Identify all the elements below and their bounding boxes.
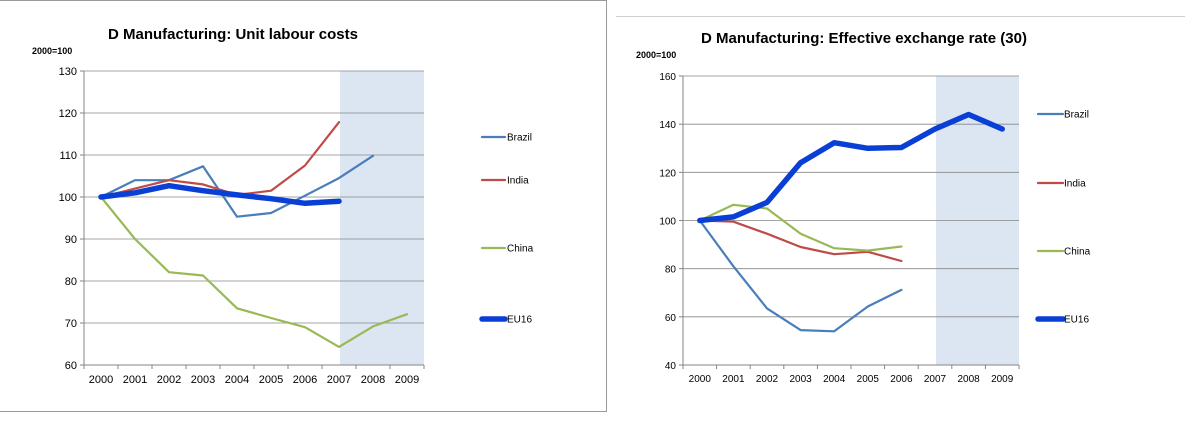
y-tick-label-60: 60 <box>65 360 77 372</box>
x-tick-label-2001: 2001 <box>123 374 147 386</box>
series-line-eu16 <box>697 111 1005 224</box>
y-tick-label-110: 110 <box>59 150 77 162</box>
legend-label-eu16: EU16 <box>507 315 532 326</box>
series-line-india <box>698 219 903 263</box>
chart-panel-effective-exchange-rate: 40 60 80 100 120 140 160 2000 2001 2002 2003 2004 20… <box>616 16 1185 425</box>
x-tick-label-2009: 2009 <box>991 374 1014 385</box>
x-tick-label-2006: 2006 <box>293 374 317 386</box>
series-line-brazil <box>99 154 375 218</box>
y-tick-label-130: 130 <box>59 66 77 78</box>
y-tick-label-120: 120 <box>59 108 77 120</box>
x-tick-label-2005: 2005 <box>857 374 880 385</box>
series-line-india <box>99 121 341 199</box>
forecast-shaded-band <box>340 71 424 365</box>
x-tick-label-2001: 2001 <box>722 374 745 385</box>
y-tick-label-60: 60 <box>665 313 677 324</box>
y-tick-label-40: 40 <box>665 361 677 372</box>
legend-label-india: India <box>507 176 529 187</box>
x-tick-label-2007: 2007 <box>327 374 351 386</box>
series-line-brazil <box>698 219 903 333</box>
x-tick-label-2006: 2006 <box>890 374 913 385</box>
x-tick-label-2002: 2002 <box>756 374 779 385</box>
series-line-china <box>698 203 903 252</box>
series-line-eu16 <box>98 182 342 207</box>
legend-label-india: India <box>1064 179 1086 190</box>
y-tick-label-80: 80 <box>665 265 677 276</box>
x-tick-label-2008: 2008 <box>361 374 385 386</box>
x-tick-label-2004: 2004 <box>823 374 846 385</box>
x-tick-label-2000: 2000 <box>89 374 113 386</box>
chart-effective-exchange-rate: 40 60 80 100 120 140 160 2000 2001 2002 2003 2004 20… <box>636 30 1091 385</box>
x-tick-label-2007: 2007 <box>924 374 947 385</box>
y-tick-label-80: 80 <box>65 276 77 288</box>
legend-label-china: China <box>507 244 534 255</box>
legend-label-brazil: Brazil <box>507 133 532 144</box>
x-tick-label-2004: 2004 <box>225 374 249 386</box>
y-unit-label: 2000=100 <box>32 46 72 56</box>
x-tick-label-2002: 2002 <box>157 374 181 386</box>
chart-title: D Manufacturing: Effective exchange rate… <box>701 30 1027 47</box>
x-tick-label-2003: 2003 <box>191 374 215 386</box>
x-tick-label-2005: 2005 <box>259 374 283 386</box>
y-tick-label-120: 120 <box>659 168 676 179</box>
y-tick-label-140: 140 <box>659 120 676 131</box>
legend-label-china: China <box>1064 247 1091 258</box>
chart-unit-labour-costs: 60 70 80 90 100 110 120 130 2000 2001 2002 2003 2004… <box>32 26 534 386</box>
x-tick-label-2009: 2009 <box>395 374 419 386</box>
chart-panel-unit-labour-costs: 60 70 80 90 100 110 120 130 2000 2001 2002 2003 2004… <box>0 0 607 412</box>
y-unit-label: 2000=100 <box>636 50 676 60</box>
x-tick-label-2003: 2003 <box>789 374 812 385</box>
legend-label-eu16: EU16 <box>1064 315 1089 326</box>
series-line-china <box>99 195 409 348</box>
legend-label-brazil: Brazil <box>1064 110 1089 121</box>
x-tick-label-2008: 2008 <box>957 374 980 385</box>
y-tick-label-90: 90 <box>65 234 77 246</box>
y-tick-label-160: 160 <box>659 72 676 83</box>
y-tick-label-70: 70 <box>65 318 77 330</box>
y-tick-label-100: 100 <box>59 192 77 204</box>
y-tick-label-100: 100 <box>659 217 676 228</box>
chart-title: D Manufacturing: Unit labour costs <box>108 26 358 43</box>
x-tick-label-2000: 2000 <box>689 374 712 385</box>
